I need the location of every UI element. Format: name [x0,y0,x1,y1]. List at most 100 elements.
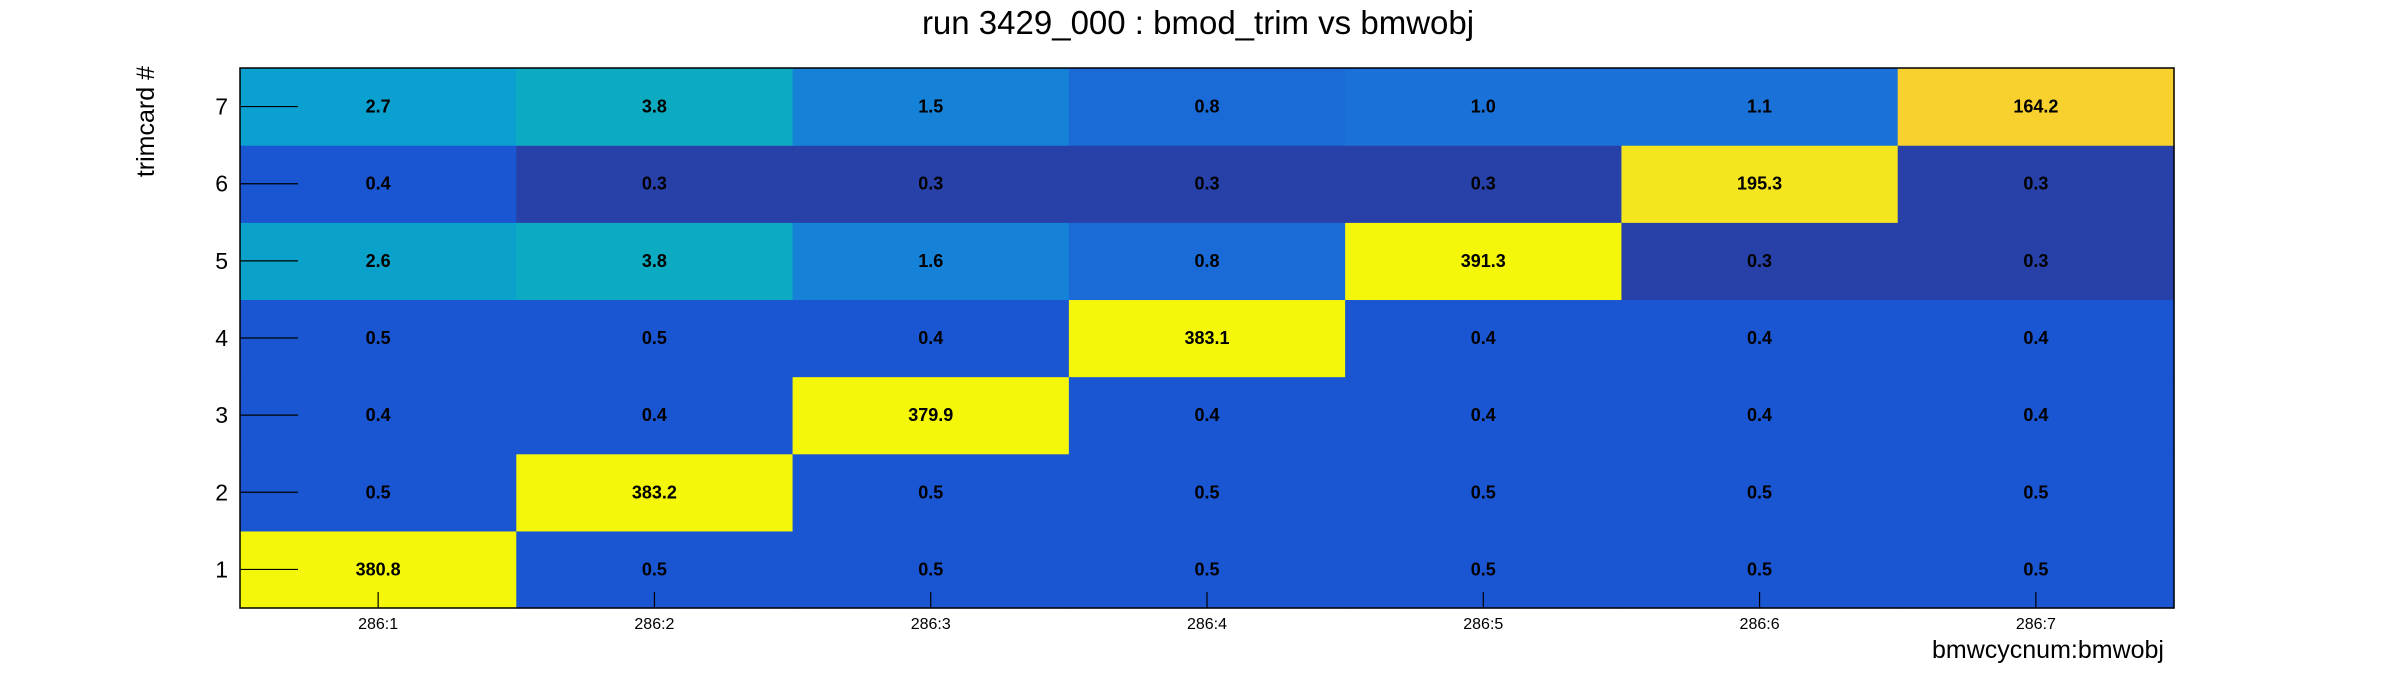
cell-value-label: 0.4 [642,405,667,425]
heatmap-cell [792,145,1070,223]
cell-value-label: 0.4 [1471,328,1496,348]
heatmap-cell [516,453,794,532]
heatmap-cell [1068,453,1346,532]
heatmap-cell [516,376,794,455]
heatmap-cell [792,68,1070,146]
heatmap-cell [1621,68,1899,146]
cell-value-label: 2.7 [366,97,391,117]
cell-value-label: 1.5 [918,97,943,117]
cell-value-label: 0.4 [366,174,391,194]
cell-value-label: 0.8 [1194,97,1219,117]
cell-value-label: 0.5 [1747,482,1772,502]
y-tick-label: 1 [215,556,228,582]
heatmap-cell [1897,453,2175,532]
cell-value-label: 3.8 [642,251,667,271]
cell-value-label: 3.8 [642,97,667,117]
cell-value-label: 0.5 [642,328,667,348]
y-tick-label: 4 [215,325,228,351]
cell-value-label: 0.4 [2023,328,2048,348]
heatmap-cell [516,222,794,301]
y-axis-label: trimcard # [132,66,160,177]
heatmap-cell [1897,376,2175,455]
heatmap-cell [1897,299,2175,378]
cell-value-label: 383.1 [1184,328,1229,348]
cell-value-label: 0.5 [1747,559,1772,579]
heatmap-cell [1068,376,1346,455]
cell-value-label: 0.5 [2023,559,2048,579]
cell-value-label: 0.3 [642,174,667,194]
cell-value-label: 0.3 [1194,174,1219,194]
x-tick-label: 286:3 [911,616,951,633]
heatmap-cell [1621,222,1899,301]
y-tick-label: 2 [215,479,228,505]
heatmap-cell [1068,222,1346,301]
heatmap-cell [1897,222,2175,301]
cell-value-label: 0.5 [1471,482,1496,502]
cell-value-label: 380.8 [356,559,401,579]
cell-value-label: 383.2 [632,482,677,502]
cell-value-label: 0.5 [918,559,943,579]
cell-value-label: 391.3 [1461,251,1506,271]
axis-ticks [240,105,2037,608]
heatmap-cell [1621,145,1899,223]
heatmap-cell [1621,299,1899,378]
heatmap-cells: 380.8 0.5 0.5 0.5 0.5 0.5 0.5 0.5 383.2 0.5 0.5 0.5… [240,68,2175,609]
heatmap-cell [1621,376,1899,455]
cell-value-label: 0.5 [366,482,391,502]
cell-value-label: 0.5 [1194,559,1219,579]
cell-value-label: 1.0 [1471,97,1496,117]
cell-value-label: 0.4 [1194,405,1219,425]
cell-value-label: 0.5 [918,482,943,502]
heatmap-cell [1897,145,2175,223]
cell-value-label: 0.8 [1194,251,1219,271]
cell-value-label: 0.5 [1194,482,1219,502]
cell-value-label: 195.3 [1737,174,1782,194]
heatmap-cell [1345,376,1623,455]
heatmap-cell [1345,453,1623,532]
y-tick-label: 6 [215,171,228,197]
cell-value-label: 0.4 [366,405,391,425]
heatmap-cell [1897,68,2175,146]
x-axis-label: bmwcycnum:bmwobj [1932,636,2164,664]
y-tick-label: 3 [215,402,228,428]
x-tick-label: 286:1 [358,616,398,633]
cell-value-label: 0.3 [1747,251,1772,271]
heatmap-cell [792,376,1070,455]
cell-value-label: 0.3 [1471,174,1496,194]
cell-value-label: 0.4 [918,328,943,348]
heatmap-cell [516,145,794,223]
x-tick-label: 286:2 [634,616,674,633]
heatmap-cell [1345,222,1623,301]
cell-value-label: 0.5 [1471,559,1496,579]
x-tick-label: 286:5 [1463,616,1503,633]
heatmap-cell [792,222,1070,301]
heatmap-cell [1068,299,1346,378]
cell-value-label: 0.5 [366,328,391,348]
x-tick-label: 286:4 [1187,616,1227,633]
cell-value-label: 0.5 [2023,482,2048,502]
heatmap-cell [516,299,794,378]
cell-value-label: 0.4 [2023,405,2048,425]
chart-title: run 3429_000 : bmod_trim vs bmwobj [922,4,1474,41]
cell-value-label: 0.4 [1471,405,1496,425]
y-tick-label: 5 [215,248,228,274]
heatmap-cell [792,453,1070,532]
x-tick-label: 286:6 [1740,616,1780,633]
cell-value-label: 0.5 [642,559,667,579]
heatmap-cell [1345,145,1623,223]
heatmap-cell [1068,145,1346,223]
cell-value-label: 0.3 [2023,251,2048,271]
plot-frame [239,67,2175,609]
cell-value-label: 1.6 [918,251,943,271]
heatmap-cell [516,68,794,146]
heatmap-cell [1621,453,1899,532]
x-tick-labels: 286:1 286:2 286:3 286:4 286:5 286:6 286:7 [358,616,2056,633]
cell-value-label: 0.4 [1747,328,1772,348]
cell-value-label: 379.9 [908,405,953,425]
y-tick-labels: 1 2 3 4 5 6 7 [215,94,228,583]
cell-value-label: 0.4 [1747,405,1772,425]
heatmap-cell [1345,299,1623,378]
cell-value-label: 1.1 [1747,97,1772,117]
